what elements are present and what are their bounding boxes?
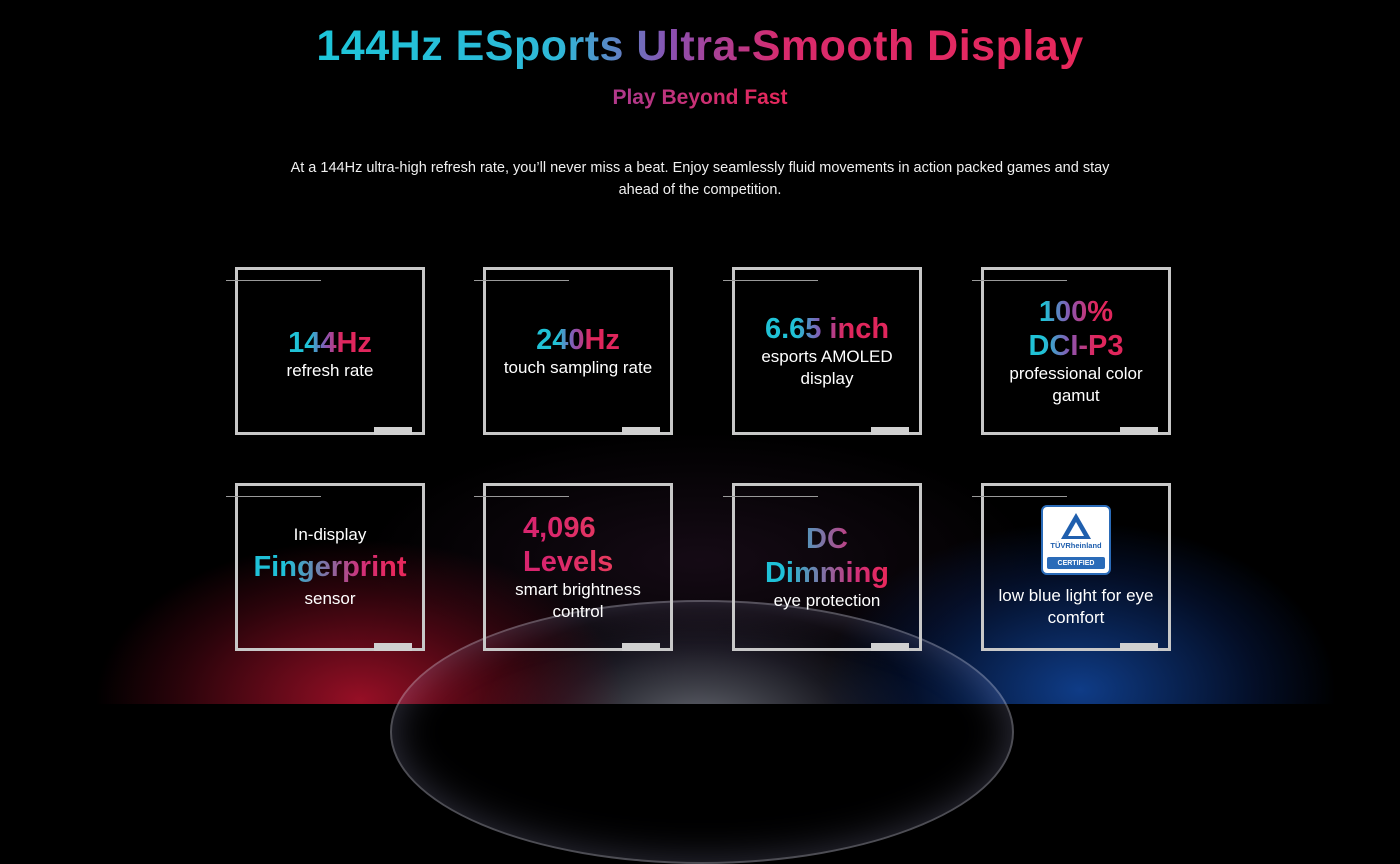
- feature-headline: 240Hz: [536, 324, 620, 356]
- cert-badge: CERTIFIED: [1047, 557, 1105, 569]
- feature-headline: DC Dimming: [757, 522, 897, 590]
- feature-card-fingerprint: In-display Fingerprint sensor: [226, 483, 425, 651]
- feature-caption: eye protection: [773, 591, 881, 610]
- page-subtitle: Play Beyond Fast: [0, 86, 1400, 110]
- tuv-rheinland-certified-icon: TÜVRheinland CERTIFIED: [1041, 505, 1111, 575]
- feature-card-refresh-rate: 144Hz refresh rate: [226, 267, 425, 435]
- feature-caption: smart brightness control: [515, 580, 641, 621]
- card-foot-tab: [622, 643, 660, 651]
- card-accent-line: [972, 496, 1067, 497]
- card-accent-line: [723, 496, 818, 497]
- feature-headline: 100% DCI-P3: [1011, 295, 1141, 363]
- feature-headline: 6.65 inch: [764, 313, 890, 345]
- card-foot-tab: [374, 643, 412, 651]
- card-foot-tab: [374, 427, 412, 435]
- card-accent-line: [723, 280, 818, 281]
- card-accent-line: [474, 496, 569, 497]
- card-foot-tab: [871, 427, 909, 435]
- feature-caption: touch sampling rate: [503, 358, 653, 377]
- card-accent-line: [972, 280, 1067, 281]
- background-glow: [0, 0, 1400, 704]
- card-foot-tab: [1120, 643, 1158, 651]
- feature-card-display-size: 6.65 inch esports AMOLED display: [723, 267, 922, 435]
- card-foot-tab: [1120, 427, 1158, 435]
- feature-headline: 4,096 Levels: [523, 511, 633, 579]
- page-description: At a 144Hz ultra-high refresh rate, you’…: [290, 160, 1110, 198]
- feature-card-brightness: 4,096 Levels smart brightness control: [474, 483, 673, 651]
- feature-card-touch-sampling: 240Hz touch sampling rate: [474, 267, 673, 435]
- feature-caption: refresh rate: [286, 361, 374, 380]
- card-accent-line: [226, 280, 321, 281]
- card-foot-tab: [871, 643, 909, 651]
- feature-caption: professional color gamut: [1009, 364, 1143, 405]
- page-title: 144Hz ESports Ultra-Smooth Display: [0, 22, 1400, 71]
- feature-card-color-gamut: 100% DCI-P3 professional color gamut: [972, 267, 1171, 435]
- feature-caption: sensor: [304, 589, 356, 608]
- cert-brand: TÜVRheinland: [1050, 541, 1102, 550]
- feature-caption: esports AMOLED display: [761, 347, 893, 388]
- card-foot-tab: [622, 427, 660, 435]
- feature-pre-caption: In-display: [293, 525, 367, 544]
- tuv-triangle-mark: [1061, 513, 1091, 539]
- feature-headline: 144Hz: [288, 327, 372, 359]
- feature-headline: Fingerprint: [253, 551, 407, 583]
- feature-card-dc-dimming: DC Dimming eye protection: [723, 483, 922, 651]
- feature-card-low-blue-light: TÜVRheinland CERTIFIED low blue light fo…: [972, 483, 1171, 651]
- card-accent-line: [474, 280, 569, 281]
- card-accent-line: [226, 496, 321, 497]
- feature-caption: low blue light for eye comfort: [998, 586, 1154, 627]
